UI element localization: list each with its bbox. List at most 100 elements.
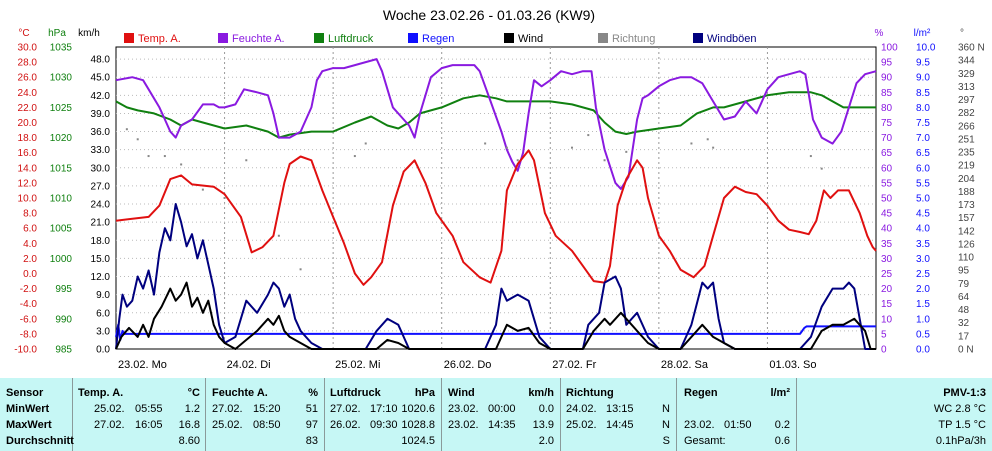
axis-tick-deg: 64 xyxy=(958,292,970,303)
axis-unit-deg: ° xyxy=(960,28,964,39)
plot-area xyxy=(115,46,877,350)
x-tick-label-6: 01.03. So xyxy=(769,359,816,371)
axis-tick-deg: 0 N xyxy=(958,345,974,356)
axis-tick-kmh: 12.0 xyxy=(91,272,111,283)
series-point-richtung xyxy=(364,142,367,145)
series-point-richtung xyxy=(180,163,183,166)
axis-tick-temp: 14.0 xyxy=(18,163,38,174)
stats-richtung-max-val: N xyxy=(662,419,670,431)
axis-tick-lm2: 8.5 xyxy=(916,88,930,99)
axis-tick-pct: 85 xyxy=(881,88,893,99)
axis-tick-pct: 80 xyxy=(881,103,893,114)
axis-tick-lm2: 9.5 xyxy=(916,58,930,69)
legend-label-2: Luftdruck xyxy=(328,33,374,45)
stats-regen-unit: l/m² xyxy=(770,387,790,399)
series-point-richtung xyxy=(571,146,573,149)
axis-tick-hpa: 1015 xyxy=(50,163,73,174)
legend-swatch-0 xyxy=(124,33,134,43)
axis-tick-deg: 79 xyxy=(958,279,970,290)
axis-tick-kmh: 39.0 xyxy=(91,109,111,120)
axis-tick-lm2: 2.5 xyxy=(916,269,930,280)
axis-tick-kmh: 6.0 xyxy=(96,308,110,319)
series-point-richtung xyxy=(147,155,150,158)
series-line-tempa xyxy=(115,149,877,286)
axis-tick-hpa: 1020 xyxy=(50,133,73,144)
axis-tick-pct: 10 xyxy=(881,314,893,325)
axis-tick-lm2: 1.5 xyxy=(916,299,930,310)
axis-tick-kmh: 36.0 xyxy=(91,127,111,138)
axis-tick-lm2: 8.0 xyxy=(916,103,930,114)
axis-tick-deg: 110 xyxy=(958,253,974,264)
stats-temp-unit: °C xyxy=(187,387,200,399)
axis-tick-hpa: 1000 xyxy=(50,254,73,265)
axis-tick-pct: 25 xyxy=(881,269,893,280)
legend-swatch-3 xyxy=(408,33,418,43)
axis-tick-lm2: 3.0 xyxy=(916,254,930,265)
stats-regen-total-label: Gesamt: xyxy=(684,435,726,447)
stats-richtung-max-date: 25.02. xyxy=(566,419,597,431)
series-point-richtung xyxy=(505,146,508,149)
series-point-richtung xyxy=(706,138,709,141)
axis-tick-kmh: 30.0 xyxy=(91,163,111,174)
series-line-luftdruck xyxy=(115,91,876,139)
series-line-feuchtea xyxy=(115,58,877,190)
stats-luftdruck-unit: hPa xyxy=(414,387,435,399)
series-point-richtung xyxy=(125,128,128,131)
x-tick-label-2: 25.02. Mi xyxy=(335,359,380,371)
series-point-richtung xyxy=(201,188,204,191)
axis-tick-pct: 60 xyxy=(881,163,893,174)
axis-tick-lm2: 7.0 xyxy=(916,133,930,144)
legend-label-4: Wind xyxy=(518,33,543,45)
axis-tick-deg: 266 xyxy=(958,121,975,132)
stats-wind-min-val: 0.0 xyxy=(538,403,554,415)
stats-regen-max-time: 01:50 xyxy=(724,419,752,431)
axis-tick-lm2: 10.0 xyxy=(916,43,936,54)
axis-tick-deg: 297 xyxy=(958,95,975,106)
axis-tick-deg: 204 xyxy=(958,174,975,185)
series-point-richtung xyxy=(245,159,248,162)
axis-tick-deg: 173 xyxy=(958,200,975,211)
stats-feuchte-max-time: 08:50 xyxy=(253,419,281,431)
axis-tick-kmh: 18.0 xyxy=(91,236,111,247)
x-tick-label-5: 28.02. Sa xyxy=(661,359,709,371)
series-line-wind xyxy=(115,281,876,350)
stats-wind-max-time: 14:35 xyxy=(488,419,516,431)
axis-tick-kmh: 15.0 xyxy=(91,254,111,265)
axis-tick-hpa: 995 xyxy=(55,284,72,295)
stats-regen-title: Regen xyxy=(684,387,718,399)
axis-tick-deg: 235 xyxy=(958,148,975,159)
axis-tick-lm2: 4.5 xyxy=(916,209,930,220)
stats-panel: Sensor MinWert MaxWert Durchschnitt Temp… xyxy=(0,378,992,451)
stats-richtung-title: Richtung xyxy=(566,387,614,399)
legend-label-1: Feuchte A. xyxy=(232,33,285,45)
stats-sensor-header: Sensor xyxy=(6,387,44,399)
series-point-richtung xyxy=(820,167,823,170)
stats-richtung-min-val: N xyxy=(662,403,670,415)
axis-tick-temp: 22.0 xyxy=(18,103,38,114)
axis-tick-deg: 313 xyxy=(958,82,975,93)
stats-pmv-tp: TP 1.5 °C xyxy=(938,419,986,431)
series-point-richtung xyxy=(690,142,693,145)
axis-tick-lm2: 6.0 xyxy=(916,163,930,174)
axis-tick-temp: -6.0 xyxy=(20,314,38,325)
series-point-richtung xyxy=(223,197,226,199)
axis-tick-temp: 28.0 xyxy=(18,58,38,69)
axis-tick-temp: -10.0 xyxy=(14,345,37,356)
stats-avg-label: Durchschnitt xyxy=(6,435,74,447)
axis-tick-temp: 16.0 xyxy=(18,148,38,159)
legend-swatch-1 xyxy=(218,33,228,43)
axis-tick-kmh: 45.0 xyxy=(91,73,111,84)
axis-tick-deg: 126 xyxy=(958,239,975,250)
stats-richtung-column: Richtung 24.02. 13:15 N 25.02. 14:45 N S xyxy=(566,378,670,451)
axis-tick-temp: 20.0 xyxy=(18,118,38,129)
axis-tick-deg: 48 xyxy=(958,305,970,316)
stats-temp-max-date: 27.02. xyxy=(94,419,125,431)
axis-tick-deg: 142 xyxy=(958,226,975,237)
axis-unit-kmh: km/h xyxy=(78,28,100,39)
axis-tick-deg: 32 xyxy=(958,318,970,329)
axis-tick-kmh: 27.0 xyxy=(91,181,111,192)
stats-luftdruck-column: Luftdruck hPa 27.02. 17:10 1020.6 26.02.… xyxy=(330,378,435,451)
weather-chart: Woche 23.02.26 - 01.03.26 (KW9) Temp. A.… xyxy=(14,7,984,371)
series-point-richtung xyxy=(625,150,628,153)
series-line-regen xyxy=(115,323,876,341)
